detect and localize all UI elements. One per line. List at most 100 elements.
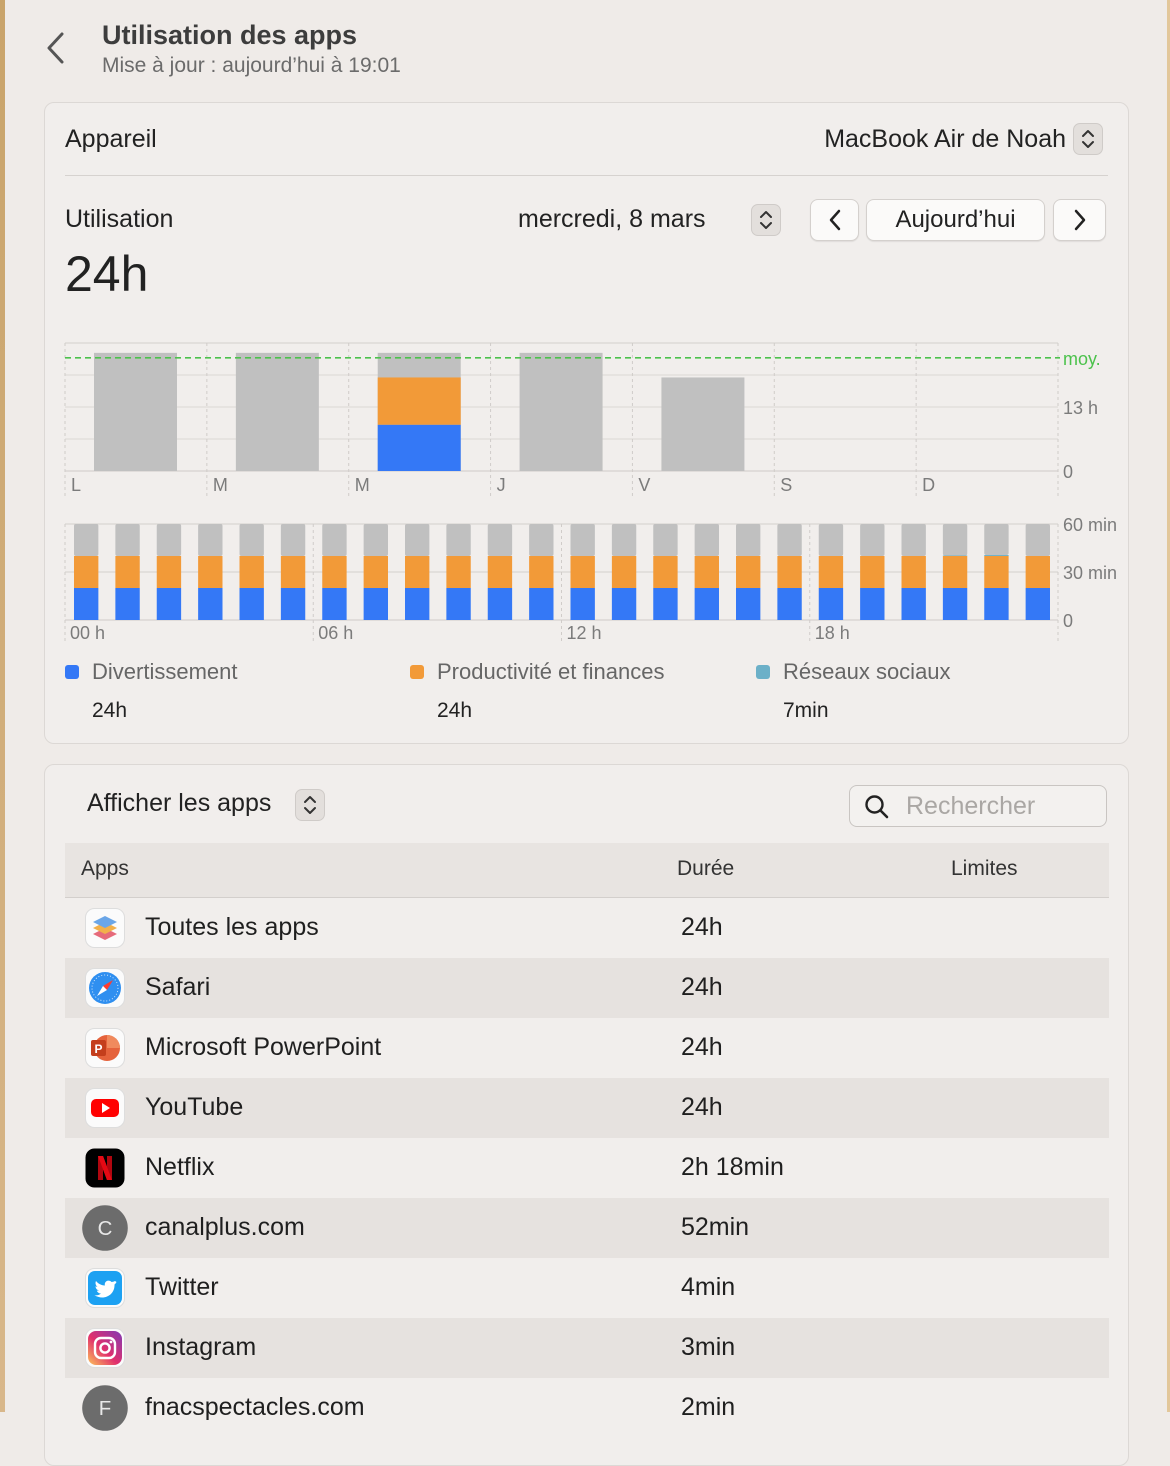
hour-bar-segment-16 [736, 524, 760, 556]
hour-bar-segment-10 [488, 556, 512, 588]
hour-bar-segment-18 [819, 588, 843, 620]
hour-bar-segment-18 [819, 556, 843, 588]
app-name: Safari [145, 973, 210, 1002]
hour-bar-segment-20 [902, 556, 926, 588]
table-row[interactable]: F fnacspectacles.com 2min [65, 1378, 1109, 1438]
hour-bar-segment-21 [943, 556, 967, 588]
hour-bar-segment-8 [405, 588, 429, 620]
app-duration: 24h [681, 973, 723, 1002]
legend-social-label: Réseaux sociaux [783, 659, 951, 685]
legend-entertainment-value: 24h [92, 699, 127, 723]
hour-bar-segment-14 [653, 524, 677, 556]
app-name: Toutes les apps [145, 913, 319, 942]
hour-bar-segment-22 [984, 524, 1008, 555]
apps-card: Afficher les apps Apps Durée Limites Tou… [44, 764, 1129, 1466]
apps-table-header: Apps Durée Limites [65, 843, 1109, 898]
legend-entertainment-label: Divertissement [92, 659, 237, 685]
page-subtitle: Mise à jour : aujourd’hui à 19:01 [102, 54, 401, 78]
app-duration: 2h 18min [681, 1153, 784, 1182]
hour-bar-segment-22 [984, 588, 1008, 620]
hour-bar-segment-14 [653, 588, 677, 620]
hour-bar-segment-4 [240, 588, 264, 620]
chevron-left-icon [42, 30, 72, 66]
hour-bar-segment-0 [74, 524, 98, 556]
table-row[interactable]: P Microsoft PowerPoint 24h [65, 1018, 1109, 1078]
legend-swatch-productivity [410, 665, 424, 679]
y-tick-label: 0 [1063, 611, 1073, 631]
column-header-apps[interactable]: Apps [81, 857, 129, 881]
search-field[interactable] [849, 785, 1107, 827]
hour-bar-segment-4 [240, 556, 264, 588]
table-row[interactable]: Twitter 4min [65, 1258, 1109, 1318]
svg-text:P: P [94, 1042, 102, 1056]
all-apps-icon [85, 908, 125, 948]
column-header-duration[interactable]: Durée [677, 857, 734, 881]
app-duration: 24h [681, 1093, 723, 1122]
legend-social-value: 7min [783, 699, 829, 723]
table-row[interactable]: Instagram 3min [65, 1318, 1109, 1378]
x-tick-label: 18 h [815, 623, 850, 643]
hour-bar-segment-6 [322, 524, 346, 556]
y-tick-label: 30 min [1063, 563, 1117, 583]
legend-productivity-label: Productivité et finances [437, 659, 664, 685]
hour-bar-segment-5 [281, 524, 305, 556]
hour-bar-segment-21 [943, 588, 967, 620]
usage-card: Appareil MacBook Air de Noah Utilisation… [44, 102, 1129, 744]
column-header-limits[interactable]: Limites [951, 857, 1018, 881]
legend-swatch-entertainment [65, 665, 79, 679]
hour-bar-segment-19 [860, 588, 884, 620]
hour-bar-segment-5 [281, 556, 305, 588]
hour-bar-segment-17 [777, 524, 801, 556]
hour-bar-segment-0 [74, 556, 98, 588]
hour-bar-segment-7 [364, 524, 388, 556]
hour-bar-segment-0 [74, 588, 98, 620]
app-duration: 52min [681, 1213, 749, 1242]
hour-bar-segment-5 [281, 588, 305, 620]
hour-bar-segment-8 [405, 524, 429, 556]
hour-bar-segment-9 [446, 556, 470, 588]
app-duration: 2min [681, 1393, 735, 1422]
netflix-icon [85, 1148, 125, 1188]
hour-bar-segment-2 [157, 524, 181, 556]
hour-bar-segment-17 [777, 588, 801, 620]
hour-bar-segment-12 [571, 524, 595, 556]
svg-text:C: C [98, 1218, 113, 1240]
hour-bar-segment-12 [571, 556, 595, 588]
hour-bar-segment-2 [157, 588, 181, 620]
table-row[interactable]: Netflix 2h 18min [65, 1138, 1109, 1198]
hour-bar-segment-3 [198, 556, 222, 588]
hour-bar-segment-11 [529, 588, 553, 620]
instagram-icon [85, 1328, 125, 1368]
svg-text:F: F [99, 1398, 111, 1420]
app-name: canalplus.com [145, 1213, 305, 1242]
app-duration: 24h [681, 1033, 723, 1062]
app-duration: 4min [681, 1273, 735, 1302]
table-row[interactable]: Toutes les apps 24h [65, 898, 1109, 958]
x-tick-label: 00 h [70, 623, 105, 643]
website-letter-icon: F [81, 1384, 129, 1432]
search-input[interactable] [904, 790, 1098, 822]
hour-bar-segment-22 [984, 555, 1008, 556]
table-row[interactable]: YouTube 24h [65, 1078, 1109, 1138]
safari-icon [85, 968, 125, 1008]
search-icon [864, 794, 890, 820]
hour-bar-segment-15 [695, 524, 719, 556]
hour-bar-segment-1 [115, 556, 139, 588]
hour-bar-segment-2 [157, 556, 181, 588]
hour-bar-segment-9 [446, 524, 470, 556]
hour-bar-segment-3 [198, 524, 222, 556]
hour-bar-segment-15 [695, 588, 719, 620]
show-apps-label[interactable]: Afficher les apps [87, 789, 271, 818]
hour-bar-segment-6 [322, 588, 346, 620]
twitter-icon [85, 1268, 125, 1308]
hour-bar-segment-19 [860, 556, 884, 588]
hour-bar-segment-16 [736, 556, 760, 588]
table-row[interactable]: C canalplus.com 52min [65, 1198, 1109, 1258]
chevron-up-down-icon [302, 794, 318, 816]
hour-bar-segment-7 [364, 588, 388, 620]
show-apps-stepper[interactable] [295, 789, 325, 821]
table-row[interactable]: Safari 24h [65, 958, 1109, 1018]
hour-bar-segment-11 [529, 524, 553, 556]
hour-bar-segment-20 [902, 588, 926, 620]
back-button[interactable] [42, 30, 72, 66]
